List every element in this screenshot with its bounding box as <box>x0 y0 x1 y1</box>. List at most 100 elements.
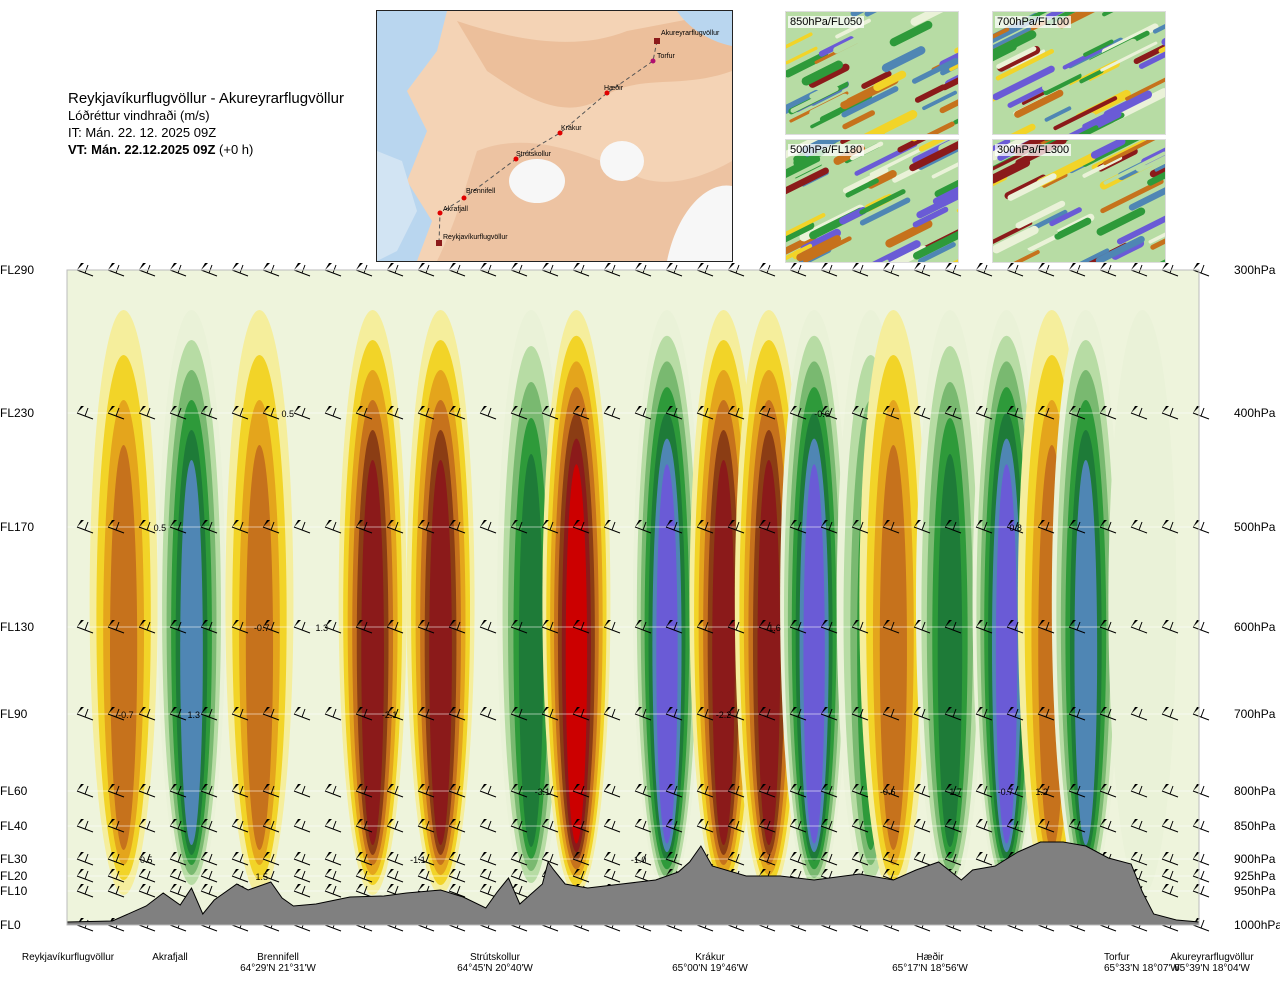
wind-barb <box>975 852 993 866</box>
route-map-point-torfur: Torfur <box>650 53 676 64</box>
wind-barb <box>603 520 621 534</box>
wind-barb <box>603 852 621 866</box>
wind-barb <box>1068 520 1086 534</box>
wind-barb <box>355 784 373 798</box>
wind-barb <box>355 819 373 833</box>
wind-barb <box>1006 520 1024 534</box>
route-map-point-reykjavik: Reykjavíkurflugvöllur <box>436 234 508 246</box>
wind-band-9-level-5 <box>757 460 781 845</box>
wind-band-7-level-6 <box>656 464 678 844</box>
wind-barb <box>324 707 342 721</box>
svg-text:Hæðir: Hæðir <box>604 84 624 92</box>
thumbnail-850hpa[interactable]: 850hPa/FL050 <box>785 11 959 135</box>
wind-barb <box>1130 784 1148 798</box>
wind-band-3-level-5 <box>361 460 384 845</box>
wind-barb <box>386 852 404 866</box>
loc-akrafjall: Akrafjall <box>140 952 200 963</box>
wind-barb <box>944 707 962 721</box>
wind-barb <box>107 406 125 420</box>
wind-barb <box>851 520 869 534</box>
wind-barb <box>510 620 528 634</box>
wind-barb <box>448 620 466 634</box>
wind-barb <box>1192 620 1210 634</box>
thumbnail-700hpa[interactable]: 700hPa/FL100 <box>992 11 1166 135</box>
wind-barb <box>479 707 497 721</box>
wind-barb <box>448 784 466 798</box>
wind-barb <box>138 869 156 883</box>
wind-barb <box>169 707 187 721</box>
wind-barb <box>169 852 187 866</box>
wind-barb <box>541 784 559 798</box>
loc-strutskollur: Strútskollur 64°45'N 20°40'W <box>453 952 537 974</box>
wind-barb <box>1161 620 1179 634</box>
fl-label-230: FL230 <box>0 406 35 420</box>
wind-barb <box>882 819 900 833</box>
wind-barb <box>1006 707 1024 721</box>
fl-label-290: FL290 <box>0 263 35 277</box>
wind-barb <box>355 869 373 883</box>
value-annotation-0: 0.5 <box>281 409 294 419</box>
wind-barb <box>169 869 187 883</box>
wind-barb <box>293 707 311 721</box>
wind-band-8-level-5 <box>712 460 735 845</box>
route-map-point-akureyri: Akureyrarflugvöllur <box>654 30 720 44</box>
wind-band-12-level-3 <box>879 445 907 850</box>
wind-barb <box>603 406 621 420</box>
route-map-point-brennifell: Brennifell <box>461 188 496 201</box>
thumbnail-700hpa-label: 700hPa/FL100 <box>995 16 1072 28</box>
wind-barb <box>262 263 280 277</box>
wind-barb <box>1006 819 1024 833</box>
wind-barb <box>169 406 187 420</box>
wind-band-6-level-6 <box>565 464 588 844</box>
hpa-label-850: 850hPa <box>1234 819 1276 833</box>
thumbnail-500hpa[interactable]: 500hPa/FL180 <box>785 139 959 263</box>
wind-barb <box>913 620 931 634</box>
value-annotation-2: 0.5 <box>154 523 167 533</box>
wind-barb <box>386 406 404 420</box>
plot-frame <box>66 269 1200 926</box>
wind-barb <box>1130 263 1148 277</box>
thumbnail-300hpa[interactable]: 300hPa/FL300 <box>992 139 1166 263</box>
value-annotation-19: 1.5 <box>255 872 268 882</box>
wind-barb <box>696 620 714 634</box>
wind-barb <box>355 263 373 277</box>
wind-barb <box>634 620 652 634</box>
wind-barb <box>665 520 683 534</box>
wind-barb <box>975 819 993 833</box>
wind-barb <box>355 520 373 534</box>
wind-barb <box>1037 784 1055 798</box>
wind-barb <box>200 406 218 420</box>
fl-label-40: FL40 <box>0 819 28 833</box>
wind-band-0-level-3 <box>110 445 138 850</box>
hpa-label-300: 300hPa <box>1234 263 1276 277</box>
wind-barb <box>603 263 621 277</box>
wind-barb <box>727 852 745 866</box>
wind-barb <box>820 784 838 798</box>
wind-barb <box>634 520 652 534</box>
wind-barb <box>1192 869 1210 883</box>
wind-barb <box>138 852 156 866</box>
wind-barb <box>479 819 497 833</box>
wind-barb <box>479 406 497 420</box>
wind-barb <box>758 406 776 420</box>
valid-time: VT: Mán. 22.12.2025 09Z (+0 h) <box>68 141 344 158</box>
wind-barb <box>169 819 187 833</box>
value-annotation-17: -1.1 <box>410 855 426 865</box>
wind-barb <box>665 620 683 634</box>
wind-barb <box>882 784 900 798</box>
loc-strutskollur-name: Strútskollur <box>469 952 520 963</box>
wind-barb <box>1037 406 1055 420</box>
wind-barb <box>975 406 993 420</box>
wind-barb <box>572 620 590 634</box>
wind-band-1-level-5 <box>180 460 203 845</box>
fl-label-90: FL90 <box>0 707 28 721</box>
wind-barb <box>479 520 497 534</box>
wind-barb <box>200 520 218 534</box>
wind-barb <box>1099 263 1117 277</box>
wind-barb <box>572 406 590 420</box>
wind-barb <box>76 263 94 277</box>
route-map-point-akrafjall: Akrafjall <box>437 206 468 216</box>
wind-barb <box>603 784 621 798</box>
wind-barb <box>231 819 249 833</box>
wind-barb <box>417 819 435 833</box>
